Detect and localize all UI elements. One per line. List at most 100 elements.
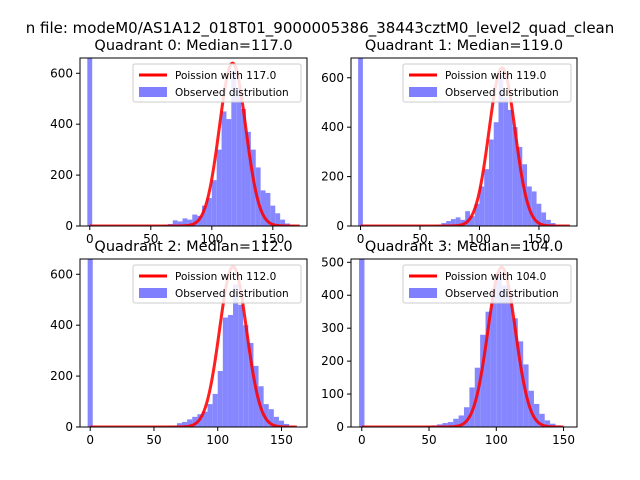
legend-bar-swatch — [139, 288, 167, 298]
histogram-bar — [217, 371, 223, 427]
histogram-bar — [238, 304, 244, 427]
histogram-bar — [464, 407, 470, 427]
legend-label: Observed distribution — [175, 288, 289, 300]
histogram-bar — [469, 216, 475, 226]
histogram-bar — [539, 413, 545, 427]
y-tick-label: 0 — [65, 420, 73, 434]
legend-label: Observed distribution — [445, 288, 559, 300]
x-tick-label: 50 — [146, 433, 161, 447]
subplot-title: Quadrant 3: Median=104.0 — [365, 239, 563, 255]
histogram-bar — [512, 318, 518, 427]
histogram-bar — [480, 334, 486, 427]
x-tick-label: 100 — [200, 232, 223, 246]
histogram-bar — [517, 146, 523, 226]
plot-area-2 — [87, 259, 298, 427]
x-tick-label: 150 — [552, 433, 575, 447]
histogram-bar — [446, 221, 451, 226]
histogram-bar — [458, 415, 464, 427]
histogram-bar — [216, 149, 222, 226]
histogram-bar — [192, 416, 198, 427]
histogram-bar — [243, 325, 249, 427]
subplot-title: Quadrant 0: Median=117.0 — [94, 38, 292, 54]
histogram-bar — [241, 108, 246, 226]
histogram-bar — [187, 219, 193, 226]
legend-box — [132, 63, 302, 103]
histogram-bar — [250, 149, 256, 226]
y-tick-label: 200 — [321, 170, 344, 184]
y-tick-label: 100 — [321, 387, 344, 401]
legend-bar-swatch — [409, 288, 437, 298]
plot-area-3 — [359, 259, 565, 427]
legend-box — [402, 63, 572, 103]
y-tick-label: 400 — [50, 117, 73, 131]
axes-frame — [79, 57, 308, 227]
histogram-bar — [544, 420, 551, 427]
poisson-curve — [89, 265, 298, 427]
subplot-grid: 0 50 100 150 0 200 400 600 Quadrant 0: Median=11… — [50, 38, 578, 447]
histogram-bar — [493, 122, 499, 226]
y-tick-label: 300 — [321, 321, 344, 335]
y-tick-label: 600 — [321, 71, 344, 85]
x-tick-label: 150 — [261, 232, 284, 246]
histogram-bar — [450, 219, 456, 226]
legend-box — [132, 264, 302, 304]
x-tick-label: 100 — [468, 232, 491, 246]
histogram-bar — [474, 203, 480, 226]
histogram-bar — [498, 75, 504, 226]
y-tick-label: 200 — [50, 168, 73, 182]
plot-area-0 — [87, 58, 301, 226]
x-tick-label: 0 — [358, 433, 366, 447]
histogram-bar — [490, 288, 497, 427]
legend-label: Poission with 104.0 — [445, 271, 546, 283]
histogram-bar — [359, 259, 365, 427]
histogram-bar — [517, 341, 524, 427]
x-tick-label: 0 — [86, 232, 94, 246]
histogram-bar — [268, 409, 274, 427]
histogram-bar — [501, 285, 508, 427]
legend-bar-swatch — [139, 87, 167, 97]
x-tick-label: 150 — [270, 433, 293, 447]
subplot-0: 0 50 100 150 0 200 400 600 Quadrant 0: Median=11… — [50, 38, 308, 246]
histogram-bar — [531, 191, 537, 226]
histogram-bar — [484, 169, 489, 226]
histogram-bar — [496, 272, 502, 427]
histogram-bar — [211, 180, 217, 226]
x-tick-label: 0 — [357, 232, 365, 246]
x-tick-label: 150 — [527, 232, 550, 246]
histogram-bar — [192, 214, 198, 226]
axes-frame — [350, 258, 578, 428]
histogram-bar — [87, 259, 93, 427]
axes-frame — [350, 57, 578, 227]
axes-frame — [79, 258, 308, 428]
histogram-bar — [273, 416, 279, 427]
x-tick-label: 0 — [86, 433, 94, 447]
histogram-bar — [87, 58, 93, 226]
x-tick-label: 50 — [421, 433, 436, 447]
plot-area-1 — [358, 58, 571, 226]
histogram-bar — [221, 111, 227, 226]
legend: Poission with 119.0 Observed distribution — [402, 63, 572, 103]
histogram-bar — [465, 211, 470, 226]
x-tick-label: 100 — [206, 433, 229, 447]
histogram-bar — [265, 192, 271, 226]
histogram-bar — [253, 365, 259, 427]
histogram-bar — [207, 404, 213, 427]
subplot-1: 0 50 100 150 0 200 400 600 Quadrant 1: Median=11… — [321, 38, 578, 246]
poisson-curve — [359, 66, 571, 226]
histogram-bar — [278, 420, 285, 427]
histogram-bar — [358, 58, 363, 226]
x-tick-label: 100 — [485, 433, 508, 447]
legend-label: Poission with 119.0 — [445, 70, 546, 82]
histogram-bar — [233, 284, 239, 427]
histogram-bar — [455, 217, 461, 226]
x-tick-label: 50 — [412, 232, 427, 246]
histogram-bar — [212, 393, 218, 427]
histogram-bar — [177, 221, 183, 226]
histogram-bar — [508, 109, 513, 226]
histogram-bar — [503, 97, 509, 226]
histogram-bar — [227, 315, 234, 427]
histogram-bar — [263, 404, 269, 427]
subplot-3: 0 50 100 150 0 100 200 300 400 500 Quadrant 3: Med… — [321, 239, 578, 447]
histogram-bar — [231, 70, 237, 226]
